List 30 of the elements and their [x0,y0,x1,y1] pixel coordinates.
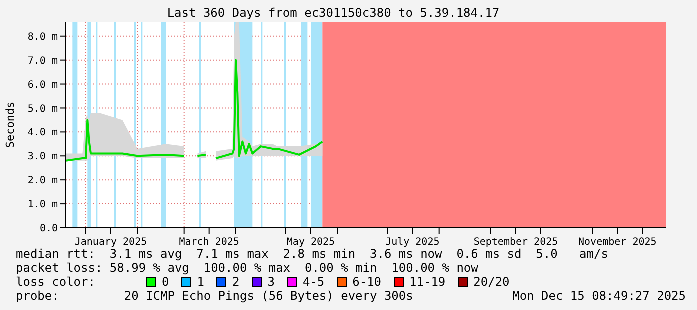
x-tick-label: July 2025 [386,237,440,248]
chart-title: Last 360 Days from ec301150c380 to 5.39.184.17 [166,6,501,20]
y-tick-label: 4.0 m [28,128,58,139]
y-tick-label: 2.0 m [28,176,58,187]
text: median rtt: 3.1 ms avg 7.1 ms max 2.8 ms min 3.6 ms now 0.6 ms sd 5.0 am/s [16,247,610,261]
text: loss color: [16,275,96,289]
y-tick-label: 0.0 [40,224,58,235]
text: 1 [197,275,204,289]
text: 20/20 [474,275,510,289]
text: 4-5 [302,275,325,289]
x-tick-label: May 2025 [286,237,336,248]
text: 11-19 [410,275,446,289]
x-tick-label: March 2025 [179,237,240,248]
y-tick-label: 6.0 m [28,80,58,91]
text: 6-10 [352,275,382,289]
y-tick-label: 8.0 m [28,32,58,43]
x-tick-label: November 2025 [578,237,657,248]
text: Mon Dec 15 08:49:27 2025 [512,289,686,303]
y-tick-label: 1.0 m [28,200,58,211]
x-tick-label: September 2025 [474,237,558,248]
text: 0 [162,275,170,289]
text: 3 [268,275,275,289]
text: probe: 20 ICMP Echo Pings (56 Bytes) every 300s [16,289,414,303]
text: 2 [232,275,240,289]
y-tick-label: 5.0 m [28,104,58,115]
y-tick-label: 7.0 m [28,56,58,67]
y-axis-title: Seconds [4,102,17,148]
text: packet loss: 58.99 % avg 100.00 % max 0.00 % min 100.00 % now [16,261,480,275]
y-tick-label: 3.0 m [28,152,58,163]
x-tick-label: January 2025 [74,237,148,248]
